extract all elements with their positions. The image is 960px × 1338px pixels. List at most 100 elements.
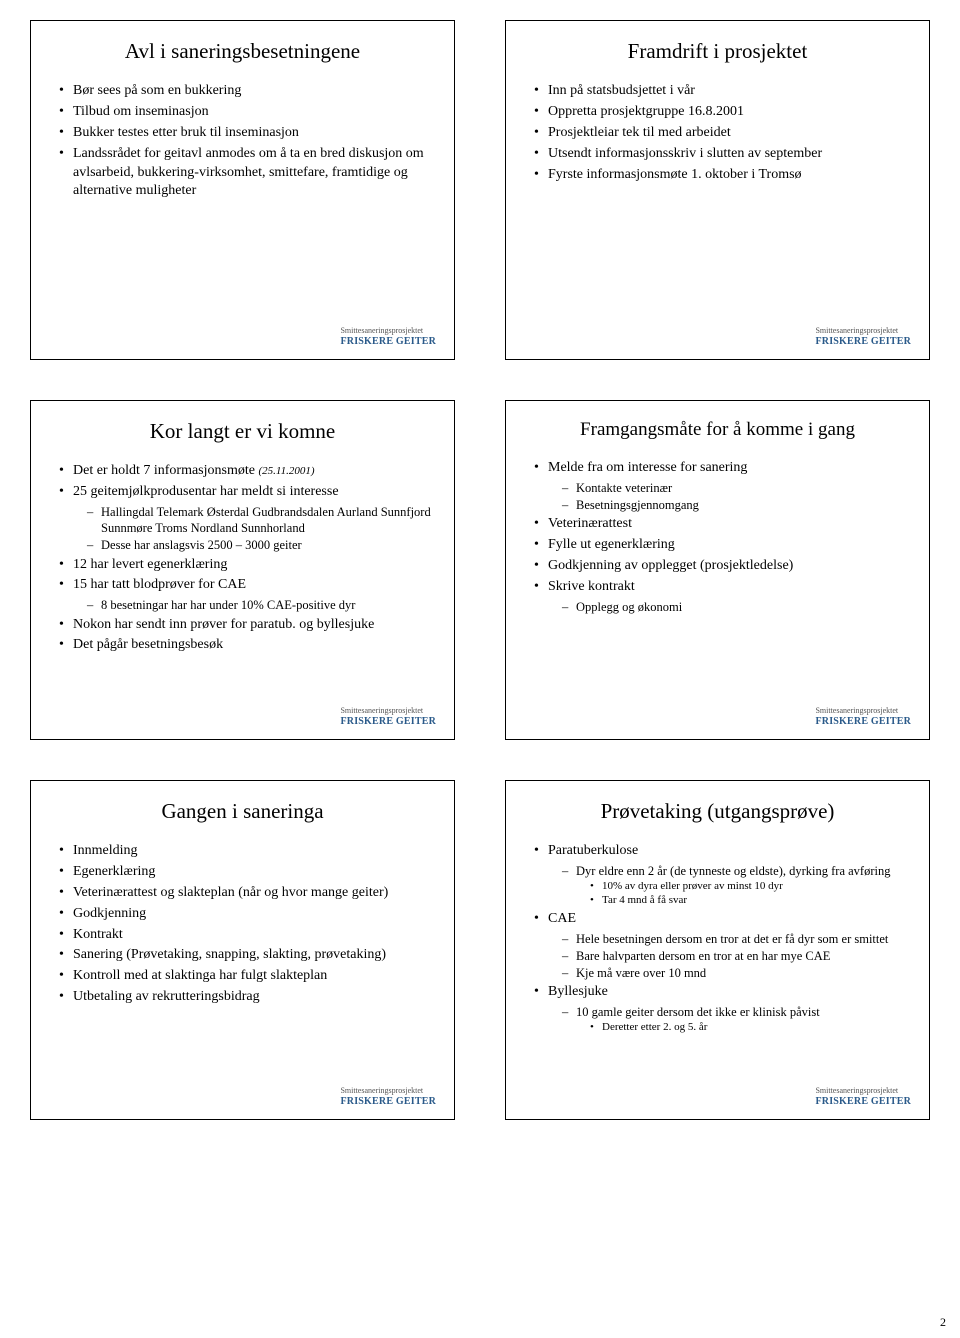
bullet-item: Paratuberkulose Dyr eldre enn 2 år (de t… <box>534 842 907 908</box>
slide-title: Prøvetaking (utgangsprøve) <box>528 799 907 824</box>
bullet-item: Kontroll med at slaktinga har fulgt slak… <box>59 967 432 986</box>
bullet-item: Melde fra om interesse for sanering Kont… <box>534 459 907 513</box>
bullet-item: Godkjenning <box>59 905 432 924</box>
brand-line1: Smittesaneringsprosjektet <box>815 1087 911 1096</box>
sub-list: Kontakte veterinær Besetningsgjennomgang <box>548 480 907 514</box>
bullet-list: Bør sees på som en bukkering Tilbud om i… <box>53 82 432 201</box>
brand-line2: FRISKERE GEITER <box>815 716 911 727</box>
bullet-text: 25 geitemjølkprodusentar har meldt si in… <box>73 484 339 499</box>
sub-item: 8 besetningar har har under 10% CAE-posi… <box>87 597 432 613</box>
slide-title: Framdrift i prosjektet <box>528 39 907 64</box>
bullet-item: Tilbud om inseminasjon <box>59 103 432 122</box>
bullet-item: Kontrakt <box>59 926 432 945</box>
sub-item: Dyr eldre enn 2 år (de tynneste og eldst… <box>562 863 907 908</box>
bullet-date: (25.11.2001) <box>258 465 314 477</box>
bullet-item: Bør sees på som en bukkering <box>59 82 432 101</box>
slide-grid: Avl i saneringsbesetningene Bør sees på … <box>30 20 930 1120</box>
sub-list: Dyr eldre enn 2 år (de tynneste og eldst… <box>548 863 907 908</box>
slide-title: Kor langt er vi komne <box>53 419 432 444</box>
bullet-item: CAE Hele besetningen dersom en tror at d… <box>534 910 907 982</box>
bullet-item: Det er holdt 7 informasjonsmøte (25.11.2… <box>59 462 432 481</box>
sub-item: Kje må være over 10 mnd <box>562 965 907 981</box>
bullet-item: Nokon har sendt inn prøver for paratub. … <box>59 616 432 635</box>
sub-text: Dyr eldre enn 2 år (de tynneste og eldst… <box>576 864 890 878</box>
sub-item: Hele besetningen dersom en tror at det e… <box>562 931 907 947</box>
bullet-item: Utbetaling av rekrutteringsbidrag <box>59 988 432 1007</box>
brand-line1: Smittesaneringsprosjektet <box>340 707 436 716</box>
brand-line2: FRISKERE GEITER <box>340 336 436 347</box>
bullet-text: 15 har tatt blodprøver for CAE <box>73 577 246 592</box>
sub-list: 8 besetningar har har under 10% CAE-posi… <box>73 597 432 613</box>
bullet-item: Skrive kontrakt Opplegg og økonomi <box>534 578 907 615</box>
bullet-item: Landssrådet for geitavl anmodes om å ta … <box>59 145 432 202</box>
bullet-item: Egenerklæring <box>59 863 432 882</box>
sub-item: 10 gamle geiter dersom det ikke er klini… <box>562 1004 907 1035</box>
sub-list: 10 gamle geiter dersom det ikke er klini… <box>548 1004 907 1035</box>
bullet-item: 15 har tatt blodprøver for CAE 8 besetni… <box>59 576 432 613</box>
brand-line1: Smittesaneringsprosjektet <box>815 707 911 716</box>
sub-list: Opplegg og økonomi <box>548 599 907 615</box>
slide-1: Avl i saneringsbesetningene Bør sees på … <box>30 20 455 360</box>
slide-3: Kor langt er vi komne Det er holdt 7 inf… <box>30 400 455 740</box>
bullet-item: Det pågår besetningsbesøk <box>59 636 432 655</box>
slide-5: Gangen i saneringa Innmelding Egenerklær… <box>30 780 455 1120</box>
bullet-item: Fylle ut egenerklæring <box>534 536 907 555</box>
subsub-item: Tar 4 mnd å få svar <box>590 894 907 908</box>
brand-line1: Smittesaneringsprosjektet <box>815 327 911 336</box>
bullet-item: Inn på statsbudsjettet i vår <box>534 82 907 101</box>
slide-title: Framgangsmåte for å komme i gang <box>528 419 907 441</box>
subsub-list: 10% av dyra eller prøver av minst 10 dyr… <box>576 880 907 908</box>
bullet-text: Det er holdt 7 informasjonsmøte <box>73 463 258 478</box>
slide-2: Framdrift i prosjektet Inn på statsbudsj… <box>505 20 930 360</box>
brand-line1: Smittesaneringsprosjektet <box>340 1087 436 1096</box>
brand-line2: FRISKERE GEITER <box>815 1096 911 1107</box>
bullet-item: Byllesjuke 10 gamle geiter dersom det ik… <box>534 983 907 1035</box>
bullet-text: CAE <box>548 911 576 926</box>
sub-item: Besetningsgjennomgang <box>562 497 907 513</box>
bullet-text: Byllesjuke <box>548 984 608 999</box>
bullet-item: Fyrste informasjonsmøte 1. oktober i Tro… <box>534 166 907 185</box>
brand-line2: FRISKERE GEITER <box>340 716 436 727</box>
bullet-text: Melde fra om interesse for sanering <box>548 460 747 475</box>
bullet-list: Det er holdt 7 informasjonsmøte (25.11.2… <box>53 462 432 655</box>
bullet-list: Innmelding Egenerklæring Veterinærattest… <box>53 842 432 1007</box>
brand-line1: Smittesaneringsprosjektet <box>340 327 436 336</box>
bullet-text: Skrive kontrakt <box>548 579 635 594</box>
sub-item: Kontakte veterinær <box>562 480 907 496</box>
sub-text: 10 gamle geiter dersom det ikke er klini… <box>576 1005 820 1019</box>
bullet-list: Paratuberkulose Dyr eldre enn 2 år (de t… <box>528 842 907 1035</box>
slide-4: Framgangsmåte for å komme i gang Melde f… <box>505 400 930 740</box>
bullet-item: Prosjektleiar tek til med arbeidet <box>534 124 907 143</box>
sub-item: Opplegg og økonomi <box>562 599 907 615</box>
bullet-list: Inn på statsbudsjettet i vår Oppretta pr… <box>528 82 907 184</box>
slide-title: Avl i saneringsbesetningene <box>53 39 432 64</box>
footer-brand: Smittesaneringsprosjektet FRISKERE GEITE… <box>340 1087 436 1107</box>
bullet-text: Paratuberkulose <box>548 843 638 858</box>
sub-item: Hallingdal Telemark Østerdal Gudbrandsda… <box>87 504 432 537</box>
bullet-item: Bukker testes etter bruk til inseminasjo… <box>59 124 432 143</box>
page-number: 2 <box>940 1315 946 1330</box>
sub-item: Bare halvparten dersom en tror at en har… <box>562 948 907 964</box>
bullet-list: Melde fra om interesse for sanering Kont… <box>528 459 907 615</box>
bullet-item: 25 geitemjølkprodusentar har meldt si in… <box>59 483 432 554</box>
subsub-list: Deretter etter 2. og 5. år <box>576 1021 907 1035</box>
bullet-item: Oppretta prosjektgruppe 16.8.2001 <box>534 103 907 122</box>
bullet-item: Utsendt informasjonsskriv i slutten av s… <box>534 145 907 164</box>
footer-brand: Smittesaneringsprosjektet FRISKERE GEITE… <box>815 707 911 727</box>
brand-line2: FRISKERE GEITER <box>340 1096 436 1107</box>
sub-list: Hele besetningen dersom en tror at det e… <box>548 931 907 982</box>
brand-line2: FRISKERE GEITER <box>815 336 911 347</box>
footer-brand: Smittesaneringsprosjektet FRISKERE GEITE… <box>340 707 436 727</box>
bullet-item: 12 har levert egenerklæring <box>59 556 432 575</box>
sub-list: Hallingdal Telemark Østerdal Gudbrandsda… <box>73 504 432 554</box>
bullet-item: Sanering (Prøvetaking, snapping, slaktin… <box>59 946 432 965</box>
subsub-item: Deretter etter 2. og 5. år <box>590 1021 907 1035</box>
bullet-item: Veterinærattest <box>534 515 907 534</box>
bullet-item: Godkjenning av opplegget (prosjektledels… <box>534 557 907 576</box>
slide-title: Gangen i saneringa <box>53 799 432 824</box>
slide-6: Prøvetaking (utgangsprøve) Paratuberkulo… <box>505 780 930 1120</box>
subsub-item: 10% av dyra eller prøver av minst 10 dyr <box>590 880 907 894</box>
bullet-item: Innmelding <box>59 842 432 861</box>
footer-brand: Smittesaneringsprosjektet FRISKERE GEITE… <box>815 327 911 347</box>
bullet-item: Veterinærattest og slakteplan (når og hv… <box>59 884 432 903</box>
